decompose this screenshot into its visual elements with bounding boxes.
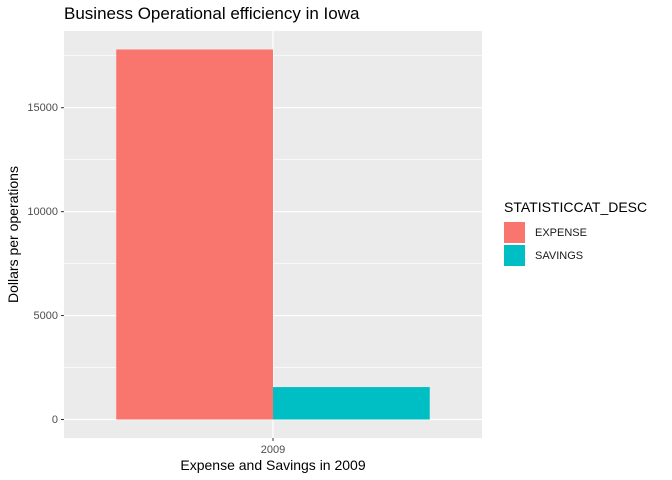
legend-label-savings: SAVINGS xyxy=(535,249,584,262)
y-tick-label: 0 xyxy=(52,414,58,426)
y-tick-label: 15000 xyxy=(27,102,58,114)
legend-title: STATISTICCAT_DESC xyxy=(504,199,648,215)
chart-title: Business Operational efficiency in Iowa xyxy=(64,4,360,23)
legend-item-savings: SAVINGS xyxy=(504,244,647,267)
bar-savings xyxy=(273,387,430,420)
bar-expense xyxy=(116,49,273,420)
y-tick-label: 10000 xyxy=(27,206,58,218)
legend-key-savings xyxy=(504,245,525,266)
y-tick-label: 5000 xyxy=(34,310,58,322)
x-tick-label: 2009 xyxy=(261,444,285,456)
legend-key-expense xyxy=(504,222,525,243)
legend-item-expense: EXPENSE xyxy=(504,221,647,244)
legend: STATISTICCAT_DESC EXPENSE SAVINGS xyxy=(504,199,647,267)
y-axis-title: Dollars per operations xyxy=(5,166,21,303)
x-axis-title: Expense and Savings in 2009 xyxy=(180,457,365,473)
legend-label-expense: EXPENSE xyxy=(535,226,587,239)
